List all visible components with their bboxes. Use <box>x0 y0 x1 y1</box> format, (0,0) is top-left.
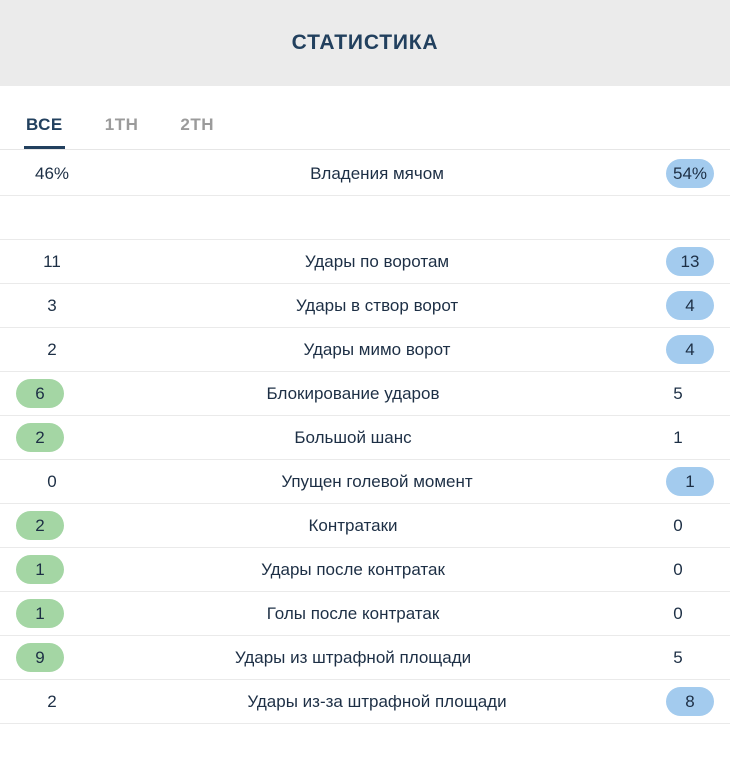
home-value: 2 <box>16 511 64 540</box>
stat-row: 2 Большой шанс 1 <box>0 416 730 460</box>
stats-header: СТАТИСТИКА <box>0 0 730 86</box>
stat-row: 6 Блокирование ударов 5 <box>0 372 730 416</box>
home-value: 1 <box>16 555 64 584</box>
away-value: 0 <box>673 559 683 579</box>
home-value: 2 <box>16 423 64 452</box>
tab-1st-half[interactable]: 1ТН <box>103 100 141 149</box>
stat-label: Удары мимо ворот <box>303 339 451 359</box>
stat-label: Большой шанс <box>294 427 412 447</box>
home-value: 0 <box>47 471 57 491</box>
stat-row: 1 Удары после контратак 0 <box>0 548 730 592</box>
away-value: 1 <box>673 427 683 447</box>
home-value: 2 <box>47 691 57 711</box>
stat-row: 0 Упущен голевой момент 1 <box>0 460 730 504</box>
stat-row: 1 Голы после контратак 0 <box>0 592 730 636</box>
stat-row: 11 Удары по воротам 13 <box>0 240 730 284</box>
home-value: 9 <box>16 643 64 672</box>
stat-row: 9 Удары из штрафной площади 5 <box>0 636 730 680</box>
period-tabs: ВСЕ 1ТН 2ТН <box>0 100 730 150</box>
away-value: 13 <box>666 247 714 276</box>
section-spacer <box>0 196 730 240</box>
home-value: 3 <box>47 295 57 315</box>
stat-row: 2 Удары мимо ворот 4 <box>0 328 730 372</box>
away-value: 5 <box>673 383 683 403</box>
stat-row: 46% Владения мячом 54% <box>0 152 730 196</box>
home-value: 46% <box>34 163 70 183</box>
away-value: 1 <box>666 467 714 496</box>
stat-label: Блокирование ударов <box>266 383 440 403</box>
stat-row: 2 Удары из-за штрафной площади 8 <box>0 680 730 724</box>
away-value: 0 <box>673 603 683 623</box>
away-value: 0 <box>673 515 683 535</box>
stat-row: 2 Контратаки 0 <box>0 504 730 548</box>
home-value: 11 <box>43 251 61 271</box>
away-value: 4 <box>666 335 714 364</box>
stat-label: Удары по воротам <box>304 251 450 271</box>
home-value: 6 <box>16 379 64 408</box>
stat-label: Контратаки <box>308 515 398 535</box>
stat-label: Удары после контратак <box>261 559 445 579</box>
tab-all[interactable]: ВСЕ <box>24 100 65 149</box>
stat-label: Удары из-за штрафной площади <box>247 691 507 711</box>
stat-label: Голы после контратак <box>266 603 440 623</box>
page-title: СТАТИСТИКА <box>291 31 439 54</box>
away-value: 4 <box>666 291 714 320</box>
away-value: 54% <box>666 159 714 188</box>
tab-2nd-half[interactable]: 2ТН <box>178 100 216 149</box>
stat-label: Упущен голевой момент <box>281 471 473 491</box>
away-value: 8 <box>666 687 714 716</box>
stat-row: 3 Удары в створ ворот 4 <box>0 284 730 328</box>
home-value: 1 <box>16 599 64 628</box>
stat-label: Удары в створ ворот <box>295 295 459 315</box>
away-value: 5 <box>673 647 683 667</box>
stat-label: Удары из штрафной площади <box>234 647 472 667</box>
statistics-panel: СТАТИСТИКА ВСЕ 1ТН 2ТН 46% Владения мячом … <box>0 0 730 724</box>
home-value: 2 <box>47 339 57 359</box>
stats-rows: 46% Владения мячом 54% 11 Удары по ворот… <box>0 150 730 724</box>
stat-label: Владения мячом <box>310 163 444 183</box>
